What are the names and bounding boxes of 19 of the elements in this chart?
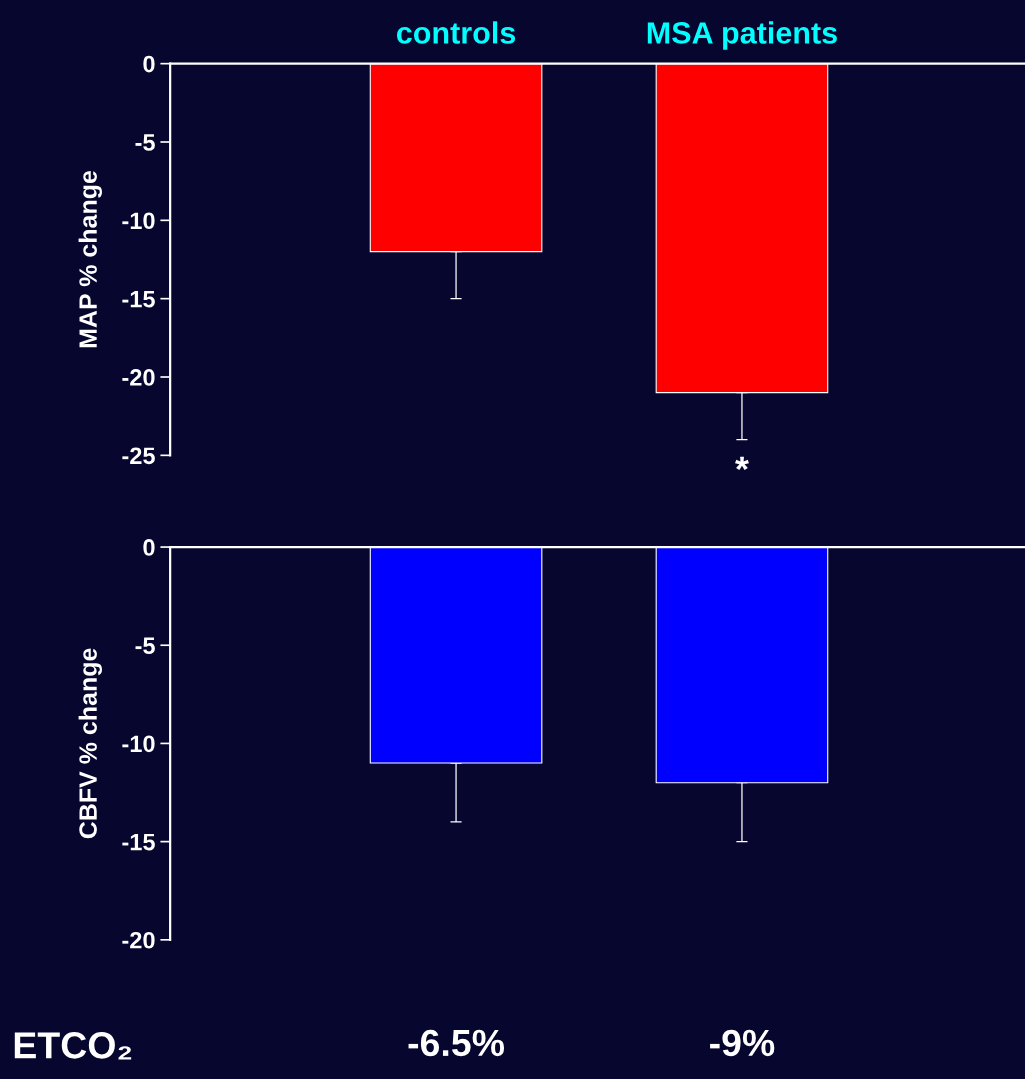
- x-tick-label: -9%: [710, 1029, 775, 1057]
- y-tick-label: -20: [122, 931, 155, 949]
- y-tick-label: -5: [135, 637, 155, 655]
- y-tick-label: -10: [122, 735, 155, 753]
- y-tick-label: -15: [122, 833, 155, 851]
- y-axis-title: MAP % change: [78, 170, 102, 348]
- text: *: [735, 456, 749, 471]
- y-tick-label: 0: [143, 55, 155, 73]
- x-tick-label: controls: [396, 21, 516, 44]
- x-tick-label: -6.5%: [408, 1029, 505, 1057]
- y-tick-label: -20: [122, 369, 155, 386]
- x-tick-label: MSA patients: [647, 21, 837, 50]
- y-tick-label: -25: [122, 447, 155, 465]
- y-tick-label: -5: [135, 134, 155, 151]
- y-tick-label: 0: [143, 539, 155, 556]
- y-axis-title: CBFV % change: [78, 648, 102, 839]
- text: ETCO₂: [14, 1032, 132, 1060]
- y-tick-label: -10: [122, 212, 155, 230]
- y-tick-label: -15: [122, 290, 155, 308]
